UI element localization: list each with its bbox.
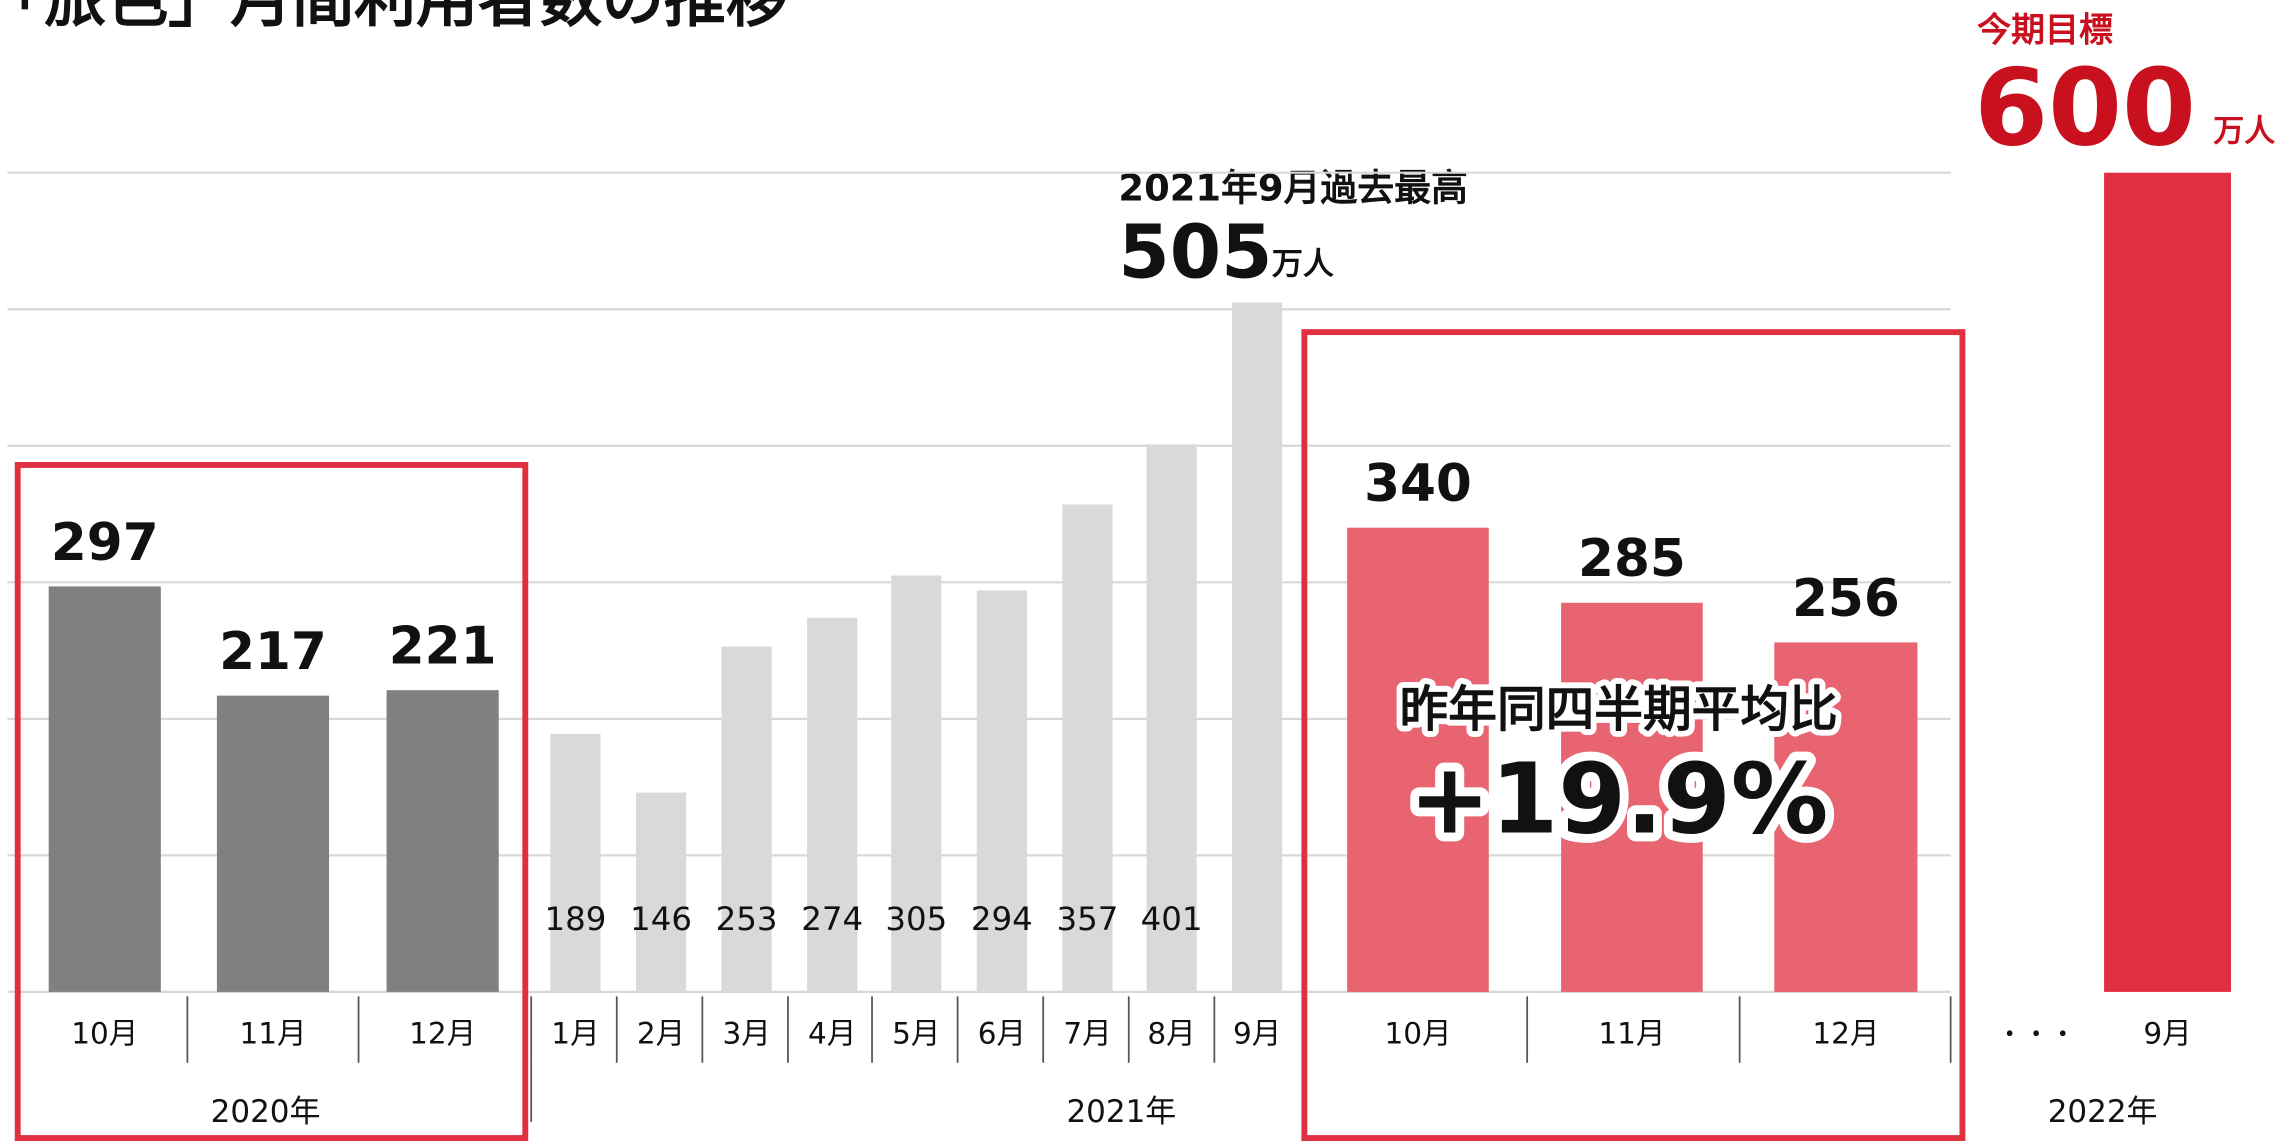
value-label: 401 xyxy=(1141,900,1203,938)
chart-title: 「旅色」月間利用者数の推移 xyxy=(0,0,788,36)
gap-label: ・・・ xyxy=(1996,1020,2076,1051)
bar xyxy=(721,646,772,992)
x-tick-label: 10月 xyxy=(1384,1017,1451,1051)
x-tick-label: 11月 xyxy=(239,1017,306,1051)
bar xyxy=(635,792,687,992)
bar xyxy=(1232,302,1283,992)
value-label: 146 xyxy=(630,900,692,938)
value-label: 217 xyxy=(219,622,327,682)
highlight-box xyxy=(14,462,529,1141)
bar xyxy=(1062,504,1113,992)
x-tick-label: 6月 xyxy=(978,1017,1026,1051)
x-tick-label: 3月 xyxy=(722,1017,770,1051)
x-tick-label: 1月 xyxy=(551,1017,599,1051)
x-tick-label: 2月 xyxy=(637,1017,685,1051)
value-label: 297 xyxy=(51,513,159,573)
x-tick-label: 9月 xyxy=(1233,1017,1281,1051)
bar xyxy=(1561,602,1703,992)
x-tick-label: 7月 xyxy=(1063,1017,1111,1051)
x-tick-label: 12月 xyxy=(1812,1017,1879,1051)
bar xyxy=(1774,642,1918,992)
comparison-value: +19.9% xyxy=(1409,742,1828,855)
bar xyxy=(550,733,601,992)
value-label: 253 xyxy=(716,900,778,938)
x-tick-label: 4月 xyxy=(808,1017,856,1051)
bar xyxy=(1146,444,1197,992)
bar xyxy=(386,690,499,992)
x-tick-label: 8月 xyxy=(1147,1017,1195,1051)
bar xyxy=(976,590,1027,992)
value-label: 305 xyxy=(885,900,947,938)
target-label: 今期目標 xyxy=(1977,10,2113,50)
year-label: 2020年 xyxy=(211,1094,321,1130)
bar xyxy=(1347,527,1489,992)
value-label: 340 xyxy=(1364,454,1472,514)
highlight-box xyxy=(1301,329,1966,1141)
bar xyxy=(807,617,858,992)
bar xyxy=(48,586,161,992)
value-label: 274 xyxy=(801,900,863,938)
x-tick-label: 12月 xyxy=(409,1017,476,1051)
target-value: 600 xyxy=(1974,47,2196,171)
value-label: 294 xyxy=(971,900,1033,938)
x-tick-label: 10月 xyxy=(71,1017,138,1051)
x-tick-label: 5月 xyxy=(892,1017,940,1051)
bar xyxy=(216,695,330,992)
record-value: 505 xyxy=(1118,210,1272,295)
year-label: 2022年 xyxy=(2048,1094,2158,1130)
value-label: 357 xyxy=(1056,900,1118,938)
year-label: 2021年 xyxy=(1066,1094,1176,1130)
value-label: 256 xyxy=(1792,569,1900,629)
value-label: 221 xyxy=(389,617,497,677)
bar xyxy=(2104,172,2231,992)
comparison-label: 昨年同四半期平均比 xyxy=(1400,682,1838,738)
record-label: 2021年9月過去最高 xyxy=(1118,167,1467,210)
value-label: 189 xyxy=(544,900,606,938)
value-label: 285 xyxy=(1578,529,1686,589)
record-unit: 万人 xyxy=(1272,247,1334,283)
x-tick-label: 9月 xyxy=(2143,1017,2191,1051)
bar xyxy=(891,575,942,992)
x-tick-label: 11月 xyxy=(1598,1017,1665,1051)
target-unit: 万人 xyxy=(2213,114,2275,150)
